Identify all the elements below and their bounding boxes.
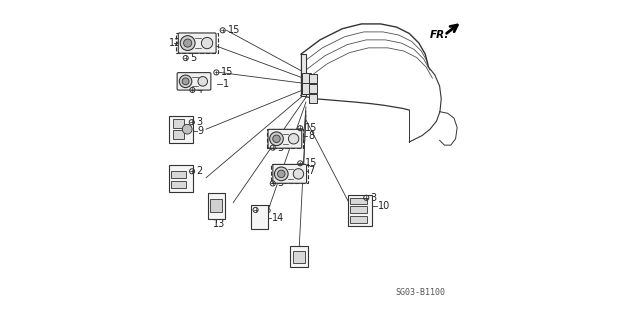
Bar	[302, 73, 311, 84]
Bar	[348, 195, 372, 226]
Text: 2: 2	[196, 166, 203, 176]
Circle shape	[182, 124, 192, 134]
Circle shape	[289, 134, 299, 144]
Bar	[171, 181, 186, 188]
Bar	[291, 247, 308, 267]
Circle shape	[202, 37, 212, 49]
Bar	[251, 205, 268, 229]
Text: 1: 1	[223, 78, 229, 89]
Bar	[271, 164, 308, 183]
Text: FR.: FR.	[430, 30, 449, 40]
Text: 15: 15	[221, 67, 234, 78]
Text: 8: 8	[308, 130, 314, 141]
Text: 5: 5	[190, 53, 196, 63]
Text: 10: 10	[378, 201, 390, 211]
Circle shape	[182, 78, 189, 85]
Circle shape	[273, 135, 280, 143]
FancyBboxPatch shape	[177, 73, 211, 90]
Circle shape	[278, 170, 285, 178]
Text: 14: 14	[271, 212, 284, 223]
Circle shape	[179, 75, 192, 88]
Bar	[177, 33, 218, 54]
Bar	[293, 251, 305, 263]
Bar	[302, 83, 311, 94]
Text: 12: 12	[169, 38, 182, 48]
Text: 4: 4	[197, 85, 203, 95]
FancyBboxPatch shape	[179, 33, 216, 53]
Bar	[210, 199, 223, 212]
Text: 15: 15	[227, 25, 240, 35]
Text: SG03-B1100: SG03-B1100	[395, 288, 445, 297]
Circle shape	[198, 77, 207, 86]
Text: 13: 13	[213, 219, 225, 229]
Circle shape	[180, 36, 195, 50]
Bar	[169, 165, 193, 192]
Circle shape	[269, 132, 284, 145]
Bar	[173, 130, 184, 139]
Bar	[171, 171, 186, 178]
Bar	[173, 119, 184, 128]
Bar	[350, 206, 367, 213]
Text: 6: 6	[172, 182, 179, 192]
Bar	[207, 193, 225, 219]
Bar	[169, 116, 193, 143]
Text: 3: 3	[371, 193, 377, 203]
Bar	[309, 94, 317, 103]
FancyBboxPatch shape	[273, 165, 307, 183]
Text: 11: 11	[296, 260, 308, 271]
Text: 5: 5	[278, 178, 284, 189]
Circle shape	[275, 167, 288, 181]
Text: 7: 7	[308, 166, 314, 176]
Circle shape	[293, 169, 303, 179]
Text: 3: 3	[196, 117, 202, 127]
Circle shape	[184, 39, 192, 47]
Text: 16: 16	[260, 205, 273, 215]
Text: 9: 9	[197, 126, 204, 136]
Text: 15: 15	[305, 123, 317, 133]
Bar	[350, 216, 367, 223]
Bar	[301, 54, 306, 96]
Bar	[309, 74, 317, 83]
Bar	[350, 198, 367, 204]
Bar	[267, 129, 303, 148]
Text: 5: 5	[278, 143, 284, 153]
Bar	[309, 84, 317, 93]
FancyBboxPatch shape	[268, 130, 302, 148]
Text: 15: 15	[305, 158, 317, 168]
